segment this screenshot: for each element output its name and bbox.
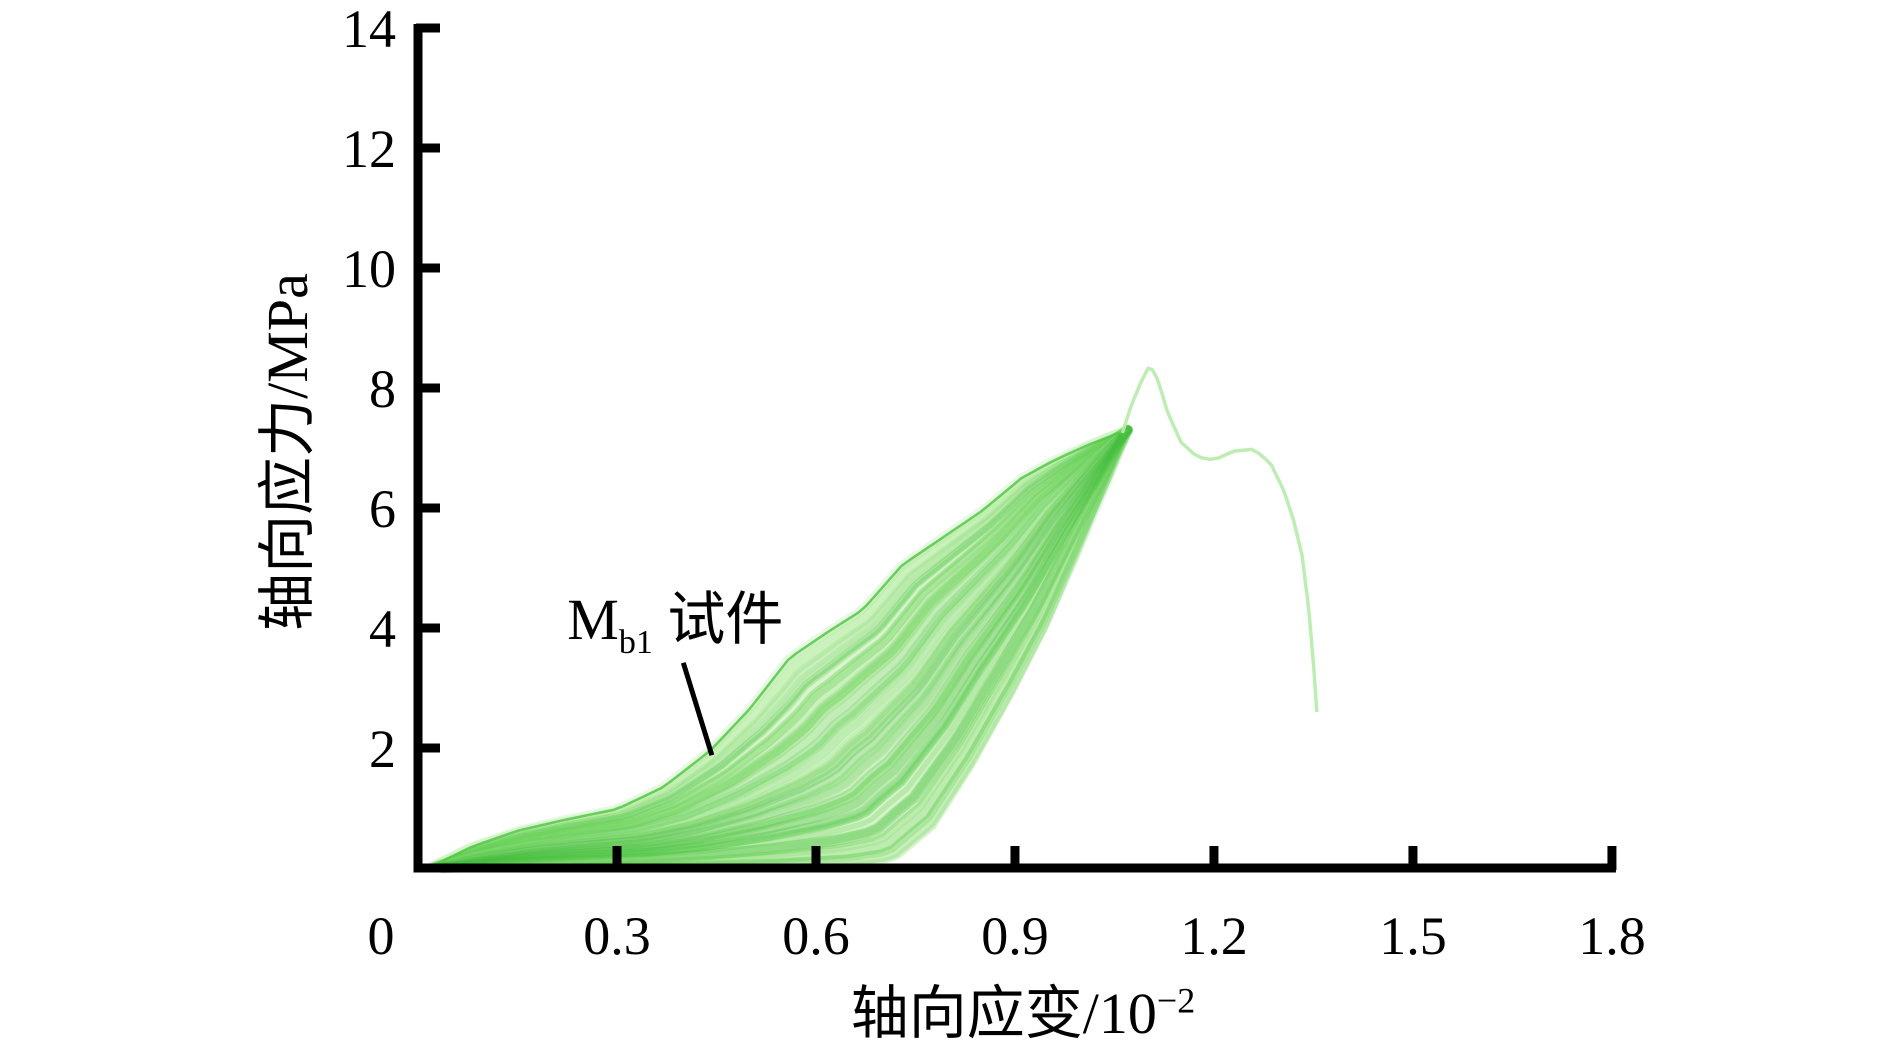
band-streak-curve	[437, 428, 1130, 869]
band-streak-curve	[431, 425, 1133, 872]
x-axis-title: 轴向应变/10−2	[851, 966, 1195, 1050]
band-streak-curve	[435, 427, 1131, 870]
band-streak-curve	[436, 424, 1134, 874]
y-tick-label: 14	[342, 0, 396, 59]
band-streak-curve	[436, 426, 1132, 872]
y-axis-title-text: 轴向应力/MPa	[255, 273, 320, 631]
band-streak-curve	[437, 426, 1132, 872]
band-streak-curve	[429, 426, 1131, 871]
band-core-streak	[433, 425, 1133, 872]
band-streak-curve	[436, 427, 1131, 870]
band-streak-curve	[431, 428, 1130, 869]
x-tick-label: 1.5	[1379, 906, 1447, 966]
y-tick-label: 10	[342, 239, 396, 299]
specimen-annotation: Mb1 试件	[567, 590, 783, 661]
band-streak-curve	[437, 428, 1130, 870]
band-streak-curve	[437, 425, 1133, 873]
band-streak-curve	[430, 428, 1130, 869]
band-core-streak	[435, 425, 1133, 873]
x-tick-label: 1.8	[1578, 906, 1646, 966]
band-streak-curve	[431, 425, 1133, 873]
band-streak-curve	[433, 424, 1133, 873]
band-streak-curve	[428, 426, 1132, 871]
annotation-label: 试件	[652, 586, 784, 652]
band-core-streak	[433, 425, 1133, 872]
band-streak-curve	[429, 425, 1132, 872]
band-streak-curve	[434, 426, 1132, 871]
x-tick-label: 1.2	[1180, 906, 1248, 966]
band-streak-curve	[435, 425, 1133, 872]
band-streak-curve	[434, 427, 1131, 871]
band-streak-curve	[438, 427, 1131, 871]
y-tick-label: 6	[369, 479, 396, 539]
y-tick-label: 12	[342, 119, 396, 179]
y-tick-label: 2	[369, 719, 396, 779]
curve-band-fill	[431, 430, 1128, 868]
band-streak-curve	[434, 425, 1133, 872]
band-streak-curve	[430, 428, 1130, 869]
band-streak-curve	[429, 424, 1133, 873]
band-streak-curve	[440, 427, 1131, 871]
x-tick-label: 0.9	[981, 906, 1049, 966]
band-streak-curve	[429, 427, 1130, 870]
band-streak-curve	[430, 425, 1133, 872]
band-streak-curve	[436, 425, 1132, 872]
band-streak-curve	[433, 427, 1131, 870]
band-streak-curve	[436, 427, 1131, 871]
band-streak-curve	[431, 425, 1133, 873]
band-streak-curve	[429, 426, 1131, 870]
annotation-leader-line	[680, 662, 715, 756]
band-streak-curve	[437, 426, 1131, 871]
outlier-curve	[1120, 366, 1319, 713]
band-streak-curve	[435, 427, 1131, 871]
band-streak-curve	[441, 428, 1130, 870]
band-streak-curve	[438, 424, 1133, 874]
annotation-symbol: M	[567, 586, 619, 652]
y-axis-title: 轴向应力/MPa	[240, 273, 324, 631]
band-streak-curve	[438, 426, 1132, 872]
band-streak-curve	[439, 428, 1130, 870]
x-axis-title-exponent: −2	[1156, 980, 1196, 1021]
band-streak-curve	[436, 426, 1131, 871]
x-tick-label: 0	[368, 906, 395, 966]
band-streak-curve	[430, 425, 1132, 872]
y-tick-label: 4	[369, 599, 396, 659]
band-streak-curve	[432, 428, 1130, 869]
band-streak-curve	[436, 426, 1131, 871]
band-streak-curve	[433, 426, 1132, 871]
band-streak-curve	[430, 427, 1131, 870]
axes-lines	[413, 24, 1616, 873]
band-streak-curve	[434, 428, 1130, 870]
band-streak-curve	[431, 427, 1130, 870]
band-streak-curve	[429, 424, 1133, 873]
band-streak-curve	[438, 427, 1131, 871]
y-tick-label: 8	[369, 359, 396, 419]
band-streak-curve	[434, 426, 1132, 872]
band-streak-curve	[430, 426, 1131, 871]
band-streak-curve	[426, 424, 1133, 873]
annotation-subscript: b1	[618, 623, 653, 661]
x-axis-title-text: 轴向应变/10	[850, 981, 1157, 1046]
x-tick-label: 0.3	[583, 906, 651, 966]
x-tick-label: 0.6	[782, 906, 850, 966]
band-streak-curve	[429, 424, 1133, 873]
band-streak-curve	[435, 425, 1133, 872]
band-core-streak	[434, 425, 1133, 872]
band-streak-curve	[432, 427, 1131, 870]
band-upper-edge	[430, 428, 1129, 868]
band-core-streak	[435, 425, 1133, 873]
band-streak-curve	[440, 428, 1130, 870]
band-core-streak	[436, 425, 1133, 873]
